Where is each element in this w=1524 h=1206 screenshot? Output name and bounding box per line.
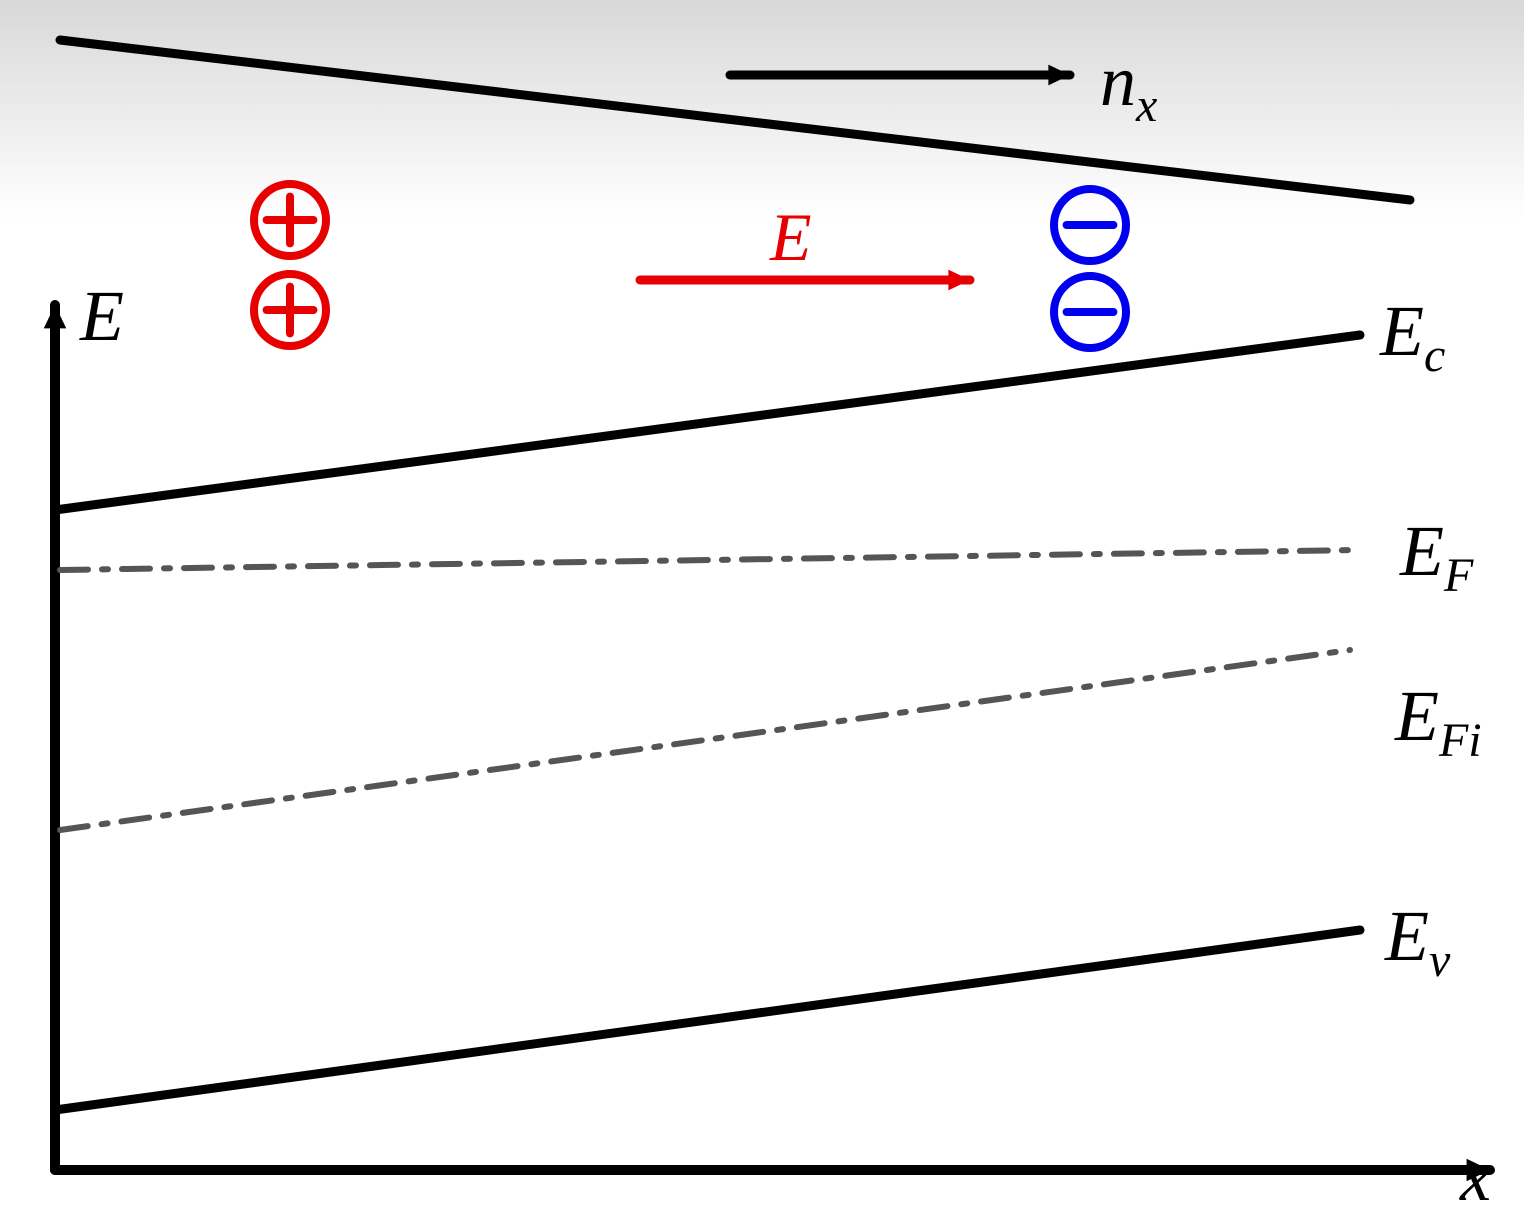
ev-line: [55, 930, 1360, 1110]
ec-label: Ec: [1379, 291, 1445, 382]
y-axis-head: [44, 305, 67, 328]
top-line: [60, 40, 1410, 200]
efield-label: E: [769, 199, 812, 275]
x-axis-label: x: [1459, 1139, 1491, 1206]
efi-label: EFi: [1394, 676, 1482, 767]
nx-label: nx: [1100, 41, 1157, 132]
ec-line: [55, 335, 1360, 510]
efield-arrow-head: [948, 270, 970, 291]
efi-line: [60, 650, 1350, 830]
y-axis-label: E: [79, 276, 124, 356]
nx-arrow-head: [1048, 65, 1070, 86]
ef-line: [60, 550, 1360, 570]
ev-label: Ev: [1384, 896, 1451, 987]
energy-band-diagram: Ex nx E Ec EF EFi Ev: [0, 0, 1524, 1206]
ef-label: EF: [1399, 511, 1474, 602]
